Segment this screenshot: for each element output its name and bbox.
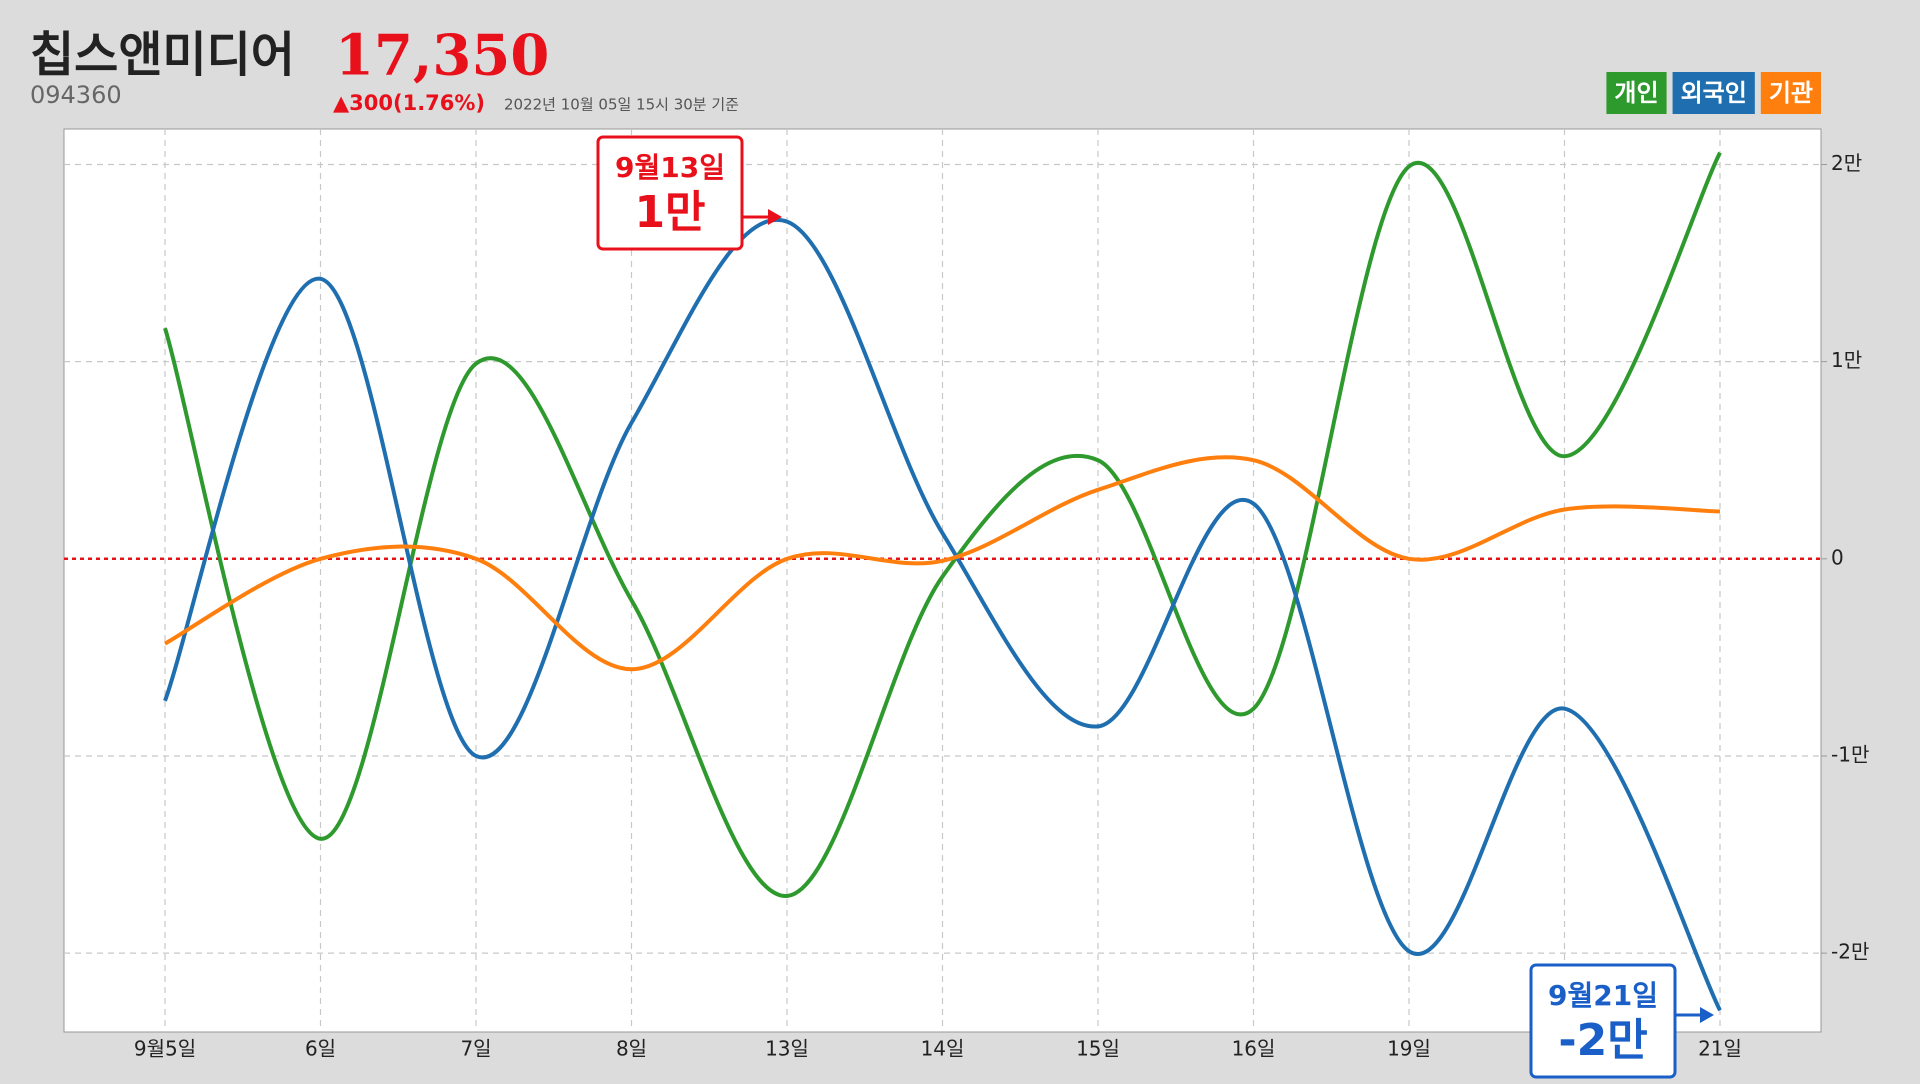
legend-label: 개인 [1614, 79, 1658, 107]
annotation-box [596, 135, 744, 251]
legend-swatch [1672, 72, 1755, 114]
legend-swatch [1760, 72, 1821, 114]
x-tick-label: 9월5일 [134, 1037, 196, 1061]
y-tick-label: 2만 [1831, 151, 1862, 175]
legend-swatch [1606, 72, 1667, 114]
y-tick-label: -1만 [1831, 742, 1869, 766]
x-tick-label: 16일 [1232, 1037, 1276, 1061]
x-tick-label: 8일 [616, 1037, 647, 1061]
annotation-value: 1만 [634, 187, 705, 238]
timestamp: 2022년 10월 05일 15시 30분 기준 [504, 96, 739, 114]
x-tick-label: 15일 [1076, 1037, 1120, 1061]
y-tick-label: -2만 [1831, 940, 1869, 964]
x-tick-label: 19일 [1387, 1037, 1431, 1061]
annotation-box [1529, 963, 1677, 1079]
x-tick-label: 7일 [460, 1037, 491, 1061]
stock-name: 칩스앤미디어 [30, 27, 295, 83]
stock-code: 094360 [30, 81, 122, 109]
x-tick-label: 6일 [305, 1037, 336, 1061]
y-tick-label: 0 [1831, 545, 1844, 569]
line [163, 151, 1722, 898]
x-tick-label: 13일 [765, 1037, 809, 1061]
y-tick-label: 1만 [1831, 348, 1862, 372]
x-tick-label: 14일 [921, 1037, 965, 1061]
annotation-value: -2만 [1558, 1015, 1647, 1066]
annotation-arrowhead [1700, 1007, 1714, 1023]
legend-label: 외국인 [1681, 79, 1747, 107]
x-tick-label: 21일 [1698, 1037, 1742, 1061]
annotation-date: 9월13일 [615, 151, 725, 184]
line [163, 217, 1722, 1012]
line [164, 455, 1721, 672]
annotation-date: 9월21일 [1548, 979, 1658, 1012]
price: 17,350 [335, 23, 549, 89]
annotation-arrowhead [768, 209, 782, 225]
legend-label: 기관 [1769, 79, 1813, 107]
price-change: ▲300(1.76%) [333, 91, 485, 115]
